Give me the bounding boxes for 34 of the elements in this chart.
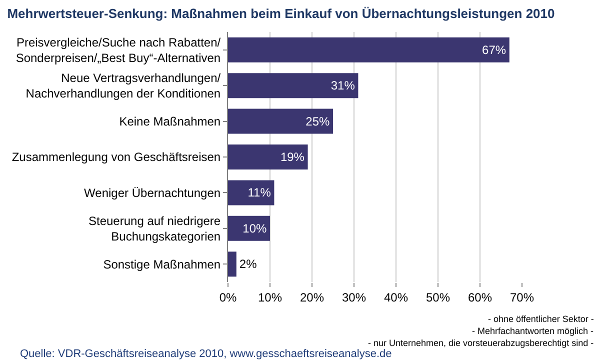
bar (228, 144, 308, 170)
chart-title: Mehrwertsteuer-Senkung: Maßnahmen beim Einkauf von Übernachtungsleistungen 2010 (7, 6, 555, 22)
y-tick-label: Keine Maßnahmen (119, 114, 221, 128)
data-label: 19% (280, 150, 305, 164)
data-label: 67% (482, 42, 506, 57)
y-tick-label: Preisvergleiche/Suche nach Rabatten/ Sonderpreisen/„Best Buy“-Alternativen (16, 35, 222, 65)
bar (228, 252, 236, 277)
x-tick-label: 20% (300, 290, 324, 304)
x-tick-label: 40% (384, 290, 408, 304)
text: - nur Unternehmen, die vorsteuerabzugsberechtigt sind - (368, 338, 594, 348)
bar (228, 108, 333, 134)
x-tick-label: 60% (468, 290, 492, 304)
x-tick-label: 30% (342, 290, 366, 304)
bar (228, 216, 270, 241)
bar (228, 180, 274, 206)
x-tick-label: 50% (426, 290, 450, 304)
y-tick-label: Weniger Übernachtungen (84, 186, 221, 200)
data-label: 11% (248, 186, 272, 200)
x-tick-label: 0% (219, 290, 237, 304)
y-tick-label: Zusammenlegung von Geschäftsreisen (12, 150, 221, 164)
text: - ohne öffentlicher Sektor - (488, 314, 594, 324)
text: - Mehrfachantworten möglich - (472, 326, 594, 336)
bar (228, 37, 510, 62)
data-label: 2% (239, 257, 258, 272)
y-tick-label: Steuerung auf niedrigere Buchungskategorien (88, 214, 221, 244)
x-tick-label: 10% (258, 290, 282, 304)
bar (228, 73, 358, 98)
data-label: 31% (330, 78, 356, 93)
source-note: Quelle: VDR-Geschäftsreiseanalyse 2010, www.gesschaeftsreiseanalyse.de (20, 348, 392, 360)
data-label: 25% (306, 114, 330, 128)
y-tick-label: Neue Vertragsverhandlungen/ Nachverhandlungen der Konditionen (26, 70, 222, 101)
data-label: 10% (242, 221, 267, 236)
y-tick-label: Sonstige Maßnahmen (103, 257, 221, 272)
x-tick-label: 70% (510, 290, 534, 304)
